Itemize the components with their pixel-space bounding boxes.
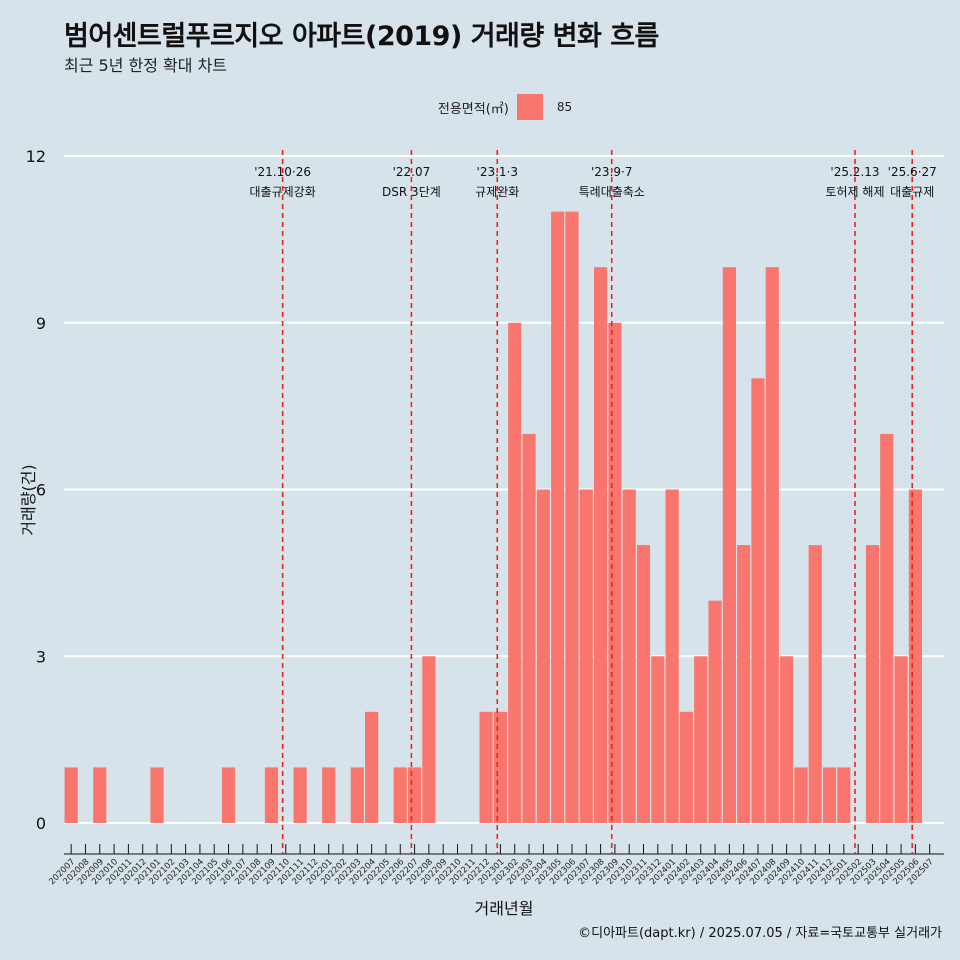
legend-swatch xyxy=(516,94,543,120)
bar xyxy=(722,267,736,824)
bar xyxy=(221,767,236,823)
bar xyxy=(622,489,636,823)
event-label: 특례대출축소 xyxy=(579,185,645,199)
event-date: '21.10·26 xyxy=(254,165,311,179)
y-tick-label: 12 xyxy=(26,147,46,166)
bar xyxy=(822,767,837,823)
bar xyxy=(293,767,307,823)
bar xyxy=(794,767,808,823)
bar xyxy=(808,545,822,823)
bar xyxy=(665,489,679,823)
bar xyxy=(765,267,779,824)
event-date: '23.1·3 xyxy=(477,165,518,179)
bar xyxy=(93,767,107,823)
event-date: '22.07 xyxy=(393,165,431,179)
legend-label: 85 xyxy=(556,100,573,114)
bar xyxy=(579,489,593,823)
bar xyxy=(837,767,851,823)
bar xyxy=(508,322,522,823)
event-date: '23.9·7 xyxy=(591,165,632,179)
chart-title: 범어센트럴푸르지오 아파트(2019) 거래량 변화 흐름 xyxy=(64,21,659,52)
bar xyxy=(594,267,608,824)
bar xyxy=(651,656,665,823)
bar xyxy=(264,767,279,823)
bar xyxy=(894,656,908,823)
bar xyxy=(64,767,78,823)
event-label: 대출규제 xyxy=(890,185,934,199)
bar xyxy=(479,711,493,823)
bar xyxy=(350,767,364,823)
event-date: '25.6·27 xyxy=(888,165,937,179)
bar xyxy=(150,767,164,823)
event-date: '25.2.13 xyxy=(830,165,879,179)
bar xyxy=(365,711,379,823)
event-label: 토허제 해제 xyxy=(825,185,884,199)
bar xyxy=(780,656,794,823)
bar xyxy=(865,545,880,823)
bar xyxy=(422,656,436,823)
y-tick-label: 0 xyxy=(36,814,46,833)
bar xyxy=(551,211,565,824)
x-axis-title: 거래년월 xyxy=(475,899,534,918)
y-tick-label: 3 xyxy=(36,647,46,666)
event-label: 대출규제강화 xyxy=(250,185,316,199)
bar xyxy=(751,378,765,823)
bar xyxy=(536,489,550,823)
y-tick-label: 6 xyxy=(36,481,46,500)
bar xyxy=(522,433,536,823)
bar xyxy=(493,711,508,823)
bar xyxy=(708,600,722,823)
bar xyxy=(737,545,751,823)
bar xyxy=(565,211,579,824)
bar xyxy=(880,433,894,823)
source-caption: ©디아파트(dapt.kr) / 2025.07.05 / 자료=국토교통부 실… xyxy=(578,926,942,941)
y-axis-title: 거래량(건) xyxy=(19,464,38,535)
chart-subtitle: 최근 5년 한정 확대 차트 xyxy=(64,56,228,75)
legend: 전용면적(㎡) 85 xyxy=(0,94,960,120)
bar xyxy=(636,545,651,823)
bar xyxy=(679,711,694,823)
bar xyxy=(322,767,336,823)
legend-title: 전용면적(㎡) xyxy=(437,101,509,117)
bar xyxy=(393,767,407,823)
bar xyxy=(407,767,422,823)
event-label: 규제완화 xyxy=(475,185,519,199)
bar xyxy=(694,656,708,823)
bar xyxy=(608,322,622,823)
bar xyxy=(908,489,922,823)
y-tick-label: 9 xyxy=(36,314,46,333)
event-label: DSR 3단계 xyxy=(382,185,441,199)
